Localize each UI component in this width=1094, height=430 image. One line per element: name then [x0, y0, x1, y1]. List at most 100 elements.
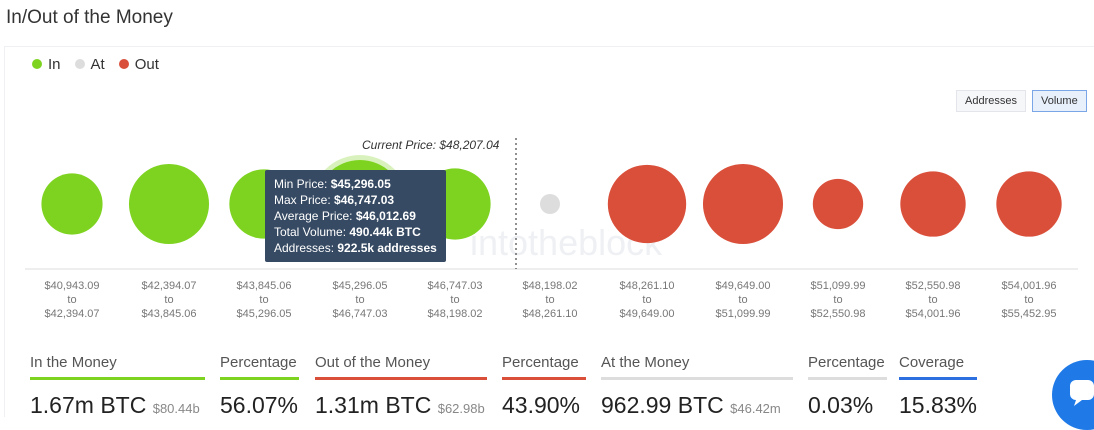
range-text: $49,649.00 — [715, 280, 771, 292]
bucket-range-label: $42,394.07 to $43,845.06 — [124, 279, 214, 321]
range-text: to — [164, 294, 174, 306]
tooltip-key: Min Price: — [274, 177, 331, 191]
stat-3: Percentage 43.90% — [502, 354, 586, 419]
stat-4: At the Money 962.99 BTC $46.42m — [601, 354, 793, 419]
tooltip-value: 922.5k addresses — [337, 241, 437, 255]
stat-0: In the Money 1.67m BTC $80.44b — [30, 354, 205, 419]
bucket-range-label: $52,550.98 to $54,001.96 — [888, 279, 978, 321]
stat-value: 56.07% — [220, 392, 299, 418]
legend-label: Out — [134, 56, 159, 73]
stat-label: Out of the Money — [315, 354, 487, 380]
stat-sub: $62.98b — [437, 401, 485, 416]
tooltip-value: $46,747.03 — [334, 193, 395, 207]
bucket-range-label: $48,261.10 to $49,649.00 — [602, 279, 692, 321]
tooltip-value: $46,012.69 — [355, 209, 416, 223]
range-text: $55,452.95 — [1001, 308, 1057, 320]
range-text: to — [355, 294, 365, 306]
tooltip-row: Min Price: $45,296.05 — [274, 176, 437, 192]
stat-5: Percentage 0.03% — [808, 354, 887, 419]
legend-at[interactable]: At — [74, 56, 105, 73]
stat-label: In the Money — [30, 354, 205, 380]
tooltip-row: Addresses: 922.5k addresses — [274, 240, 437, 256]
tooltip-row: Max Price: $46,747.03 — [274, 192, 437, 208]
stat-label: At the Money — [601, 354, 793, 380]
range-text: $46,747.03 — [332, 308, 388, 320]
current-price-label: Current Price: $48,207.04 — [362, 138, 500, 152]
stat-2: Out of the Money 1.31m BTC $62.98b — [315, 354, 487, 419]
range-text: $48,261.10 — [522, 308, 578, 320]
stat-value: 962.99 BTC — [601, 392, 724, 418]
tooltip-key: Addresses: — [274, 241, 338, 255]
stat-value-row: 0.03% — [808, 392, 887, 419]
stat-value: 43.90% — [502, 392, 581, 418]
range-text: $51,099.99 — [810, 280, 866, 292]
stat-value: 15.83% — [899, 392, 978, 418]
range-text: $49,649.00 — [619, 308, 675, 320]
stat-value-row: 15.83% — [899, 392, 977, 419]
range-text: $48,198.02 — [427, 308, 483, 320]
bubble-out[interactable] — [812, 178, 864, 230]
legend-label: At — [90, 56, 105, 73]
volume-button[interactable]: Volume — [1032, 90, 1087, 112]
range-text: $51,099.99 — [715, 308, 771, 320]
bubble-out[interactable] — [702, 163, 784, 245]
stat-label: Percentage — [220, 354, 299, 380]
bucket-range-label: $46,747.03 to $48,198.02 — [410, 279, 500, 321]
stat-sub: $46.42m — [730, 401, 781, 416]
page-title: In/Out of the Money — [6, 7, 173, 28]
bucket-range-label: $40,943.09 to $42,394.07 — [27, 279, 117, 321]
range-text: $48,198.02 — [522, 280, 578, 292]
stat-value-row: 1.67m BTC $80.44b — [30, 392, 205, 419]
bubble-in[interactable] — [128, 163, 210, 245]
stat-label: Percentage — [808, 354, 887, 380]
addresses-button[interactable]: Addresses — [956, 90, 1026, 112]
range-text: $43,845.06 — [141, 308, 197, 320]
range-text: $46,747.03 — [427, 280, 483, 292]
range-text: $54,001.96 — [1001, 280, 1057, 292]
range-text: $54,001.96 — [905, 308, 961, 320]
bubble-out[interactable] — [900, 171, 966, 237]
bucket-range-label: $43,845.06 to $45,296.05 — [219, 279, 309, 321]
legend-in[interactable]: In — [32, 56, 61, 73]
range-text: $42,394.07 — [141, 280, 197, 292]
range-text: to — [545, 294, 555, 306]
stat-value-row: 43.90% — [502, 392, 586, 419]
tooltip: Min Price: $45,296.05 Max Price: $46,747.… — [265, 170, 446, 262]
tooltip-value: 490.44k BTC — [349, 225, 421, 239]
legend-out[interactable]: Out — [118, 56, 159, 73]
range-text: to — [833, 294, 843, 306]
range-text: to — [642, 294, 652, 306]
range-text: $40,943.09 — [44, 280, 100, 292]
range-text: to — [738, 294, 748, 306]
bubble-out[interactable] — [607, 164, 687, 244]
range-text: to — [450, 294, 460, 306]
range-text: to — [928, 294, 938, 306]
bubble-chart — [25, 138, 1078, 270]
bubble-out[interactable] — [996, 171, 1062, 237]
stat-value-row: 962.99 BTC $46.42m — [601, 392, 793, 419]
range-text: $42,394.07 — [44, 308, 100, 320]
stat-value: 1.31m BTC — [315, 392, 432, 418]
stat-label: Percentage — [502, 354, 586, 380]
bucket-range-label: $49,649.00 to $51,099.99 — [698, 279, 788, 321]
stat-value-row: 56.07% — [220, 392, 299, 419]
range-text: $48,261.10 — [619, 280, 675, 292]
range-text: $52,550.98 — [810, 308, 866, 320]
range-text: to — [259, 294, 269, 306]
chat-icon — [1070, 380, 1094, 406]
tooltip-value: $45,296.05 — [330, 177, 391, 191]
bucket-range-label: $51,099.99 to $52,550.98 — [793, 279, 883, 321]
stat-1: Percentage 56.07% — [220, 354, 299, 419]
range-text: $45,296.05 — [332, 280, 388, 292]
range-text: $52,550.98 — [905, 280, 961, 292]
stat-label: Coverage — [899, 354, 977, 380]
stat-value: 1.67m BTC — [30, 392, 147, 418]
range-text: to — [67, 294, 77, 306]
tooltip-row: Average Price: $46,012.69 — [274, 208, 437, 224]
bubble-in[interactable] — [41, 173, 103, 235]
chart-panel — [4, 46, 1094, 417]
bubble-at[interactable] — [540, 194, 560, 214]
range-text: $43,845.06 — [236, 280, 292, 292]
range-text: $45,296.05 — [236, 308, 292, 320]
range-text: to — [1024, 294, 1034, 306]
